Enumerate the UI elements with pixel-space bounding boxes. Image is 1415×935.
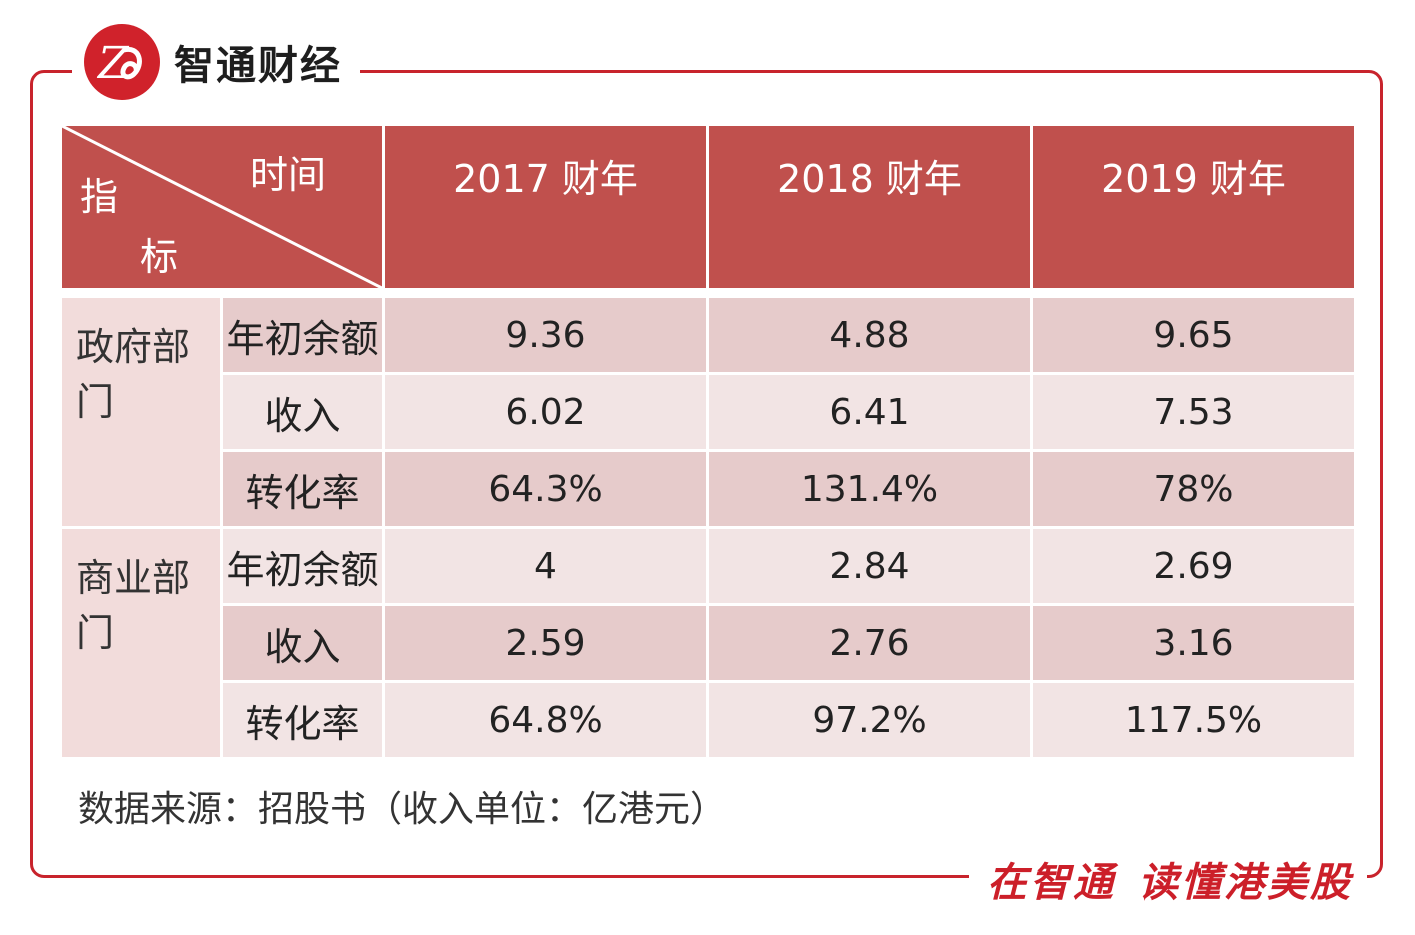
slogan-part-2: 读懂港美股 — [1138, 860, 1353, 906]
table-cell: 7.53 — [1033, 375, 1354, 449]
slogan-part-1: 在智通 — [987, 860, 1116, 906]
brand-logo-icon: Z — [84, 24, 160, 100]
row-label: 收入 — [223, 375, 382, 449]
table-cell: 117.5% — [1033, 683, 1354, 757]
table-row: 收入 2.59 2.76 3.16 — [62, 606, 1354, 680]
brand-name: 智通财经 — [174, 43, 342, 89]
table-cell: 64.8% — [385, 683, 706, 757]
header-row: 时间 指 标 2017 财年 2018 财年 2019 财年 — [62, 126, 1354, 288]
brand-header: Z 智通财经 — [72, 16, 360, 108]
row-label: 年初余额 — [223, 529, 382, 603]
table-cell: 2.59 — [385, 606, 706, 680]
header-year-2018: 2018 财年 — [709, 126, 1030, 288]
slogan-text: 在智通 读懂港美股 — [987, 850, 1353, 908]
table-cell: 6.41 — [709, 375, 1030, 449]
table-row: 政府部门 年初余额 9.36 4.88 9.65 — [62, 298, 1354, 526]
category-government: 政府部门 — [62, 298, 220, 526]
table-row: 商业部门 年初余额 4 2.84 2.69 — [62, 529, 1354, 757]
table-cell: 2.76 — [709, 606, 1030, 680]
slogan-banner: 在智通 读懂港美股 — [969, 850, 1367, 908]
table-cell: 9.65 — [1033, 298, 1354, 372]
table-cell: 3.16 — [1033, 606, 1354, 680]
source-note: 数据来源：招股书（收入单位：亿港元） — [78, 789, 727, 830]
table-cell: 64.3% — [385, 452, 706, 526]
table-cell: 2.69 — [1033, 529, 1354, 603]
table-cell: 6.02 — [385, 375, 706, 449]
table-cell: 97.2% — [709, 683, 1030, 757]
row-label: 转化率 — [223, 452, 382, 526]
category-commercial: 商业部门 — [62, 529, 220, 757]
corner-indicator-label-1: 指 — [80, 175, 119, 219]
table-cell: 4.88 — [709, 298, 1030, 372]
table-cell: 4 — [385, 529, 706, 603]
row-label: 转化率 — [223, 683, 382, 757]
table-cell: 78% — [1033, 452, 1354, 526]
corner-cell: 时间 指 标 — [62, 126, 382, 288]
header-year-2017: 2017 财年 — [385, 126, 706, 288]
header-year-2019: 2019 财年 — [1033, 126, 1354, 288]
diagonal-divider — [62, 126, 382, 288]
corner-indicator-label-2: 标 — [140, 235, 179, 279]
table-row: 转化率 64.3% 131.4% 78% — [62, 452, 1354, 526]
corner-time-label: 时间 — [250, 153, 327, 197]
table-row: 转化率 64.8% 97.2% 117.5% — [62, 683, 1354, 757]
table-cell: 9.36 — [385, 298, 706, 372]
table-cell: 2.84 — [709, 529, 1030, 603]
table-row: 收入 6.02 6.41 7.53 — [62, 375, 1354, 449]
data-table: 时间 指 标 2017 财年 2018 财年 2019 财年 政府部门 年初余额… — [59, 123, 1357, 760]
row-label: 收入 — [223, 606, 382, 680]
table-cell: 131.4% — [709, 452, 1030, 526]
card-frame — [30, 70, 1383, 878]
row-label: 年初余额 — [223, 298, 382, 372]
